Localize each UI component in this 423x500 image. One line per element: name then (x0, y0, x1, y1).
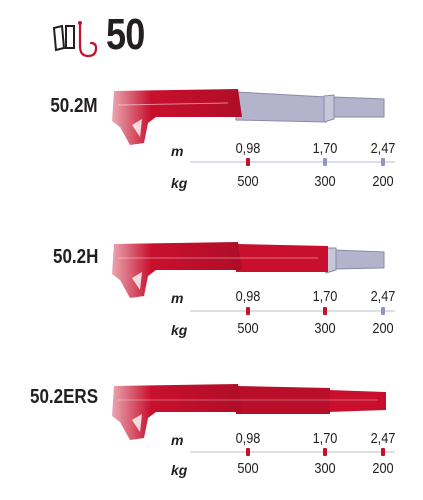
second-boom (236, 386, 330, 414)
model-number: 50 (106, 10, 145, 59)
load-value: 300 (314, 173, 336, 190)
reach-marker (323, 307, 327, 315)
reach-value: 2,47 (370, 140, 396, 157)
reach-marker (323, 158, 327, 166)
variant-block-50-2m: 50.2M m kg 0,98 1,70 2,47 500 300 200 (0, 85, 423, 205)
reach-marker (381, 158, 385, 166)
load-value: 500 (237, 173, 259, 190)
extension-tube (333, 249, 385, 270)
variant-name: 50.2M (50, 95, 98, 117)
reach-scale (190, 448, 395, 456)
extension-tube (235, 91, 327, 123)
reach-value: 0,98 (235, 288, 261, 305)
crane-boom-diagram (112, 242, 385, 298)
crane-boom-diagram (112, 384, 386, 440)
unit-label-kg: kg (171, 175, 188, 191)
unit-label-kg: kg (171, 462, 188, 478)
reach-value: 2,47 (370, 430, 396, 447)
reach-marker (323, 448, 327, 456)
load-value: 200 (372, 460, 394, 477)
reach-value: 2,47 (370, 288, 396, 305)
reach-marker (246, 307, 250, 315)
reach-value: 0,98 (235, 140, 261, 157)
reach-value: 1,70 (312, 140, 338, 157)
variant-name: 50.2H (52, 246, 98, 268)
variant-block-50-2h: 50.2H m kg 0,98 1,70 2,47 500 300 200 (0, 236, 423, 356)
header: 50 (0, 0, 423, 70)
main-boom (112, 384, 242, 440)
reach-value: 1,70 (312, 288, 338, 305)
header-icons (52, 21, 98, 58)
second-boom (236, 244, 328, 272)
unit-label-m: m (171, 432, 184, 448)
main-boom (112, 242, 242, 298)
crane-boom-diagram (112, 89, 385, 145)
reach-value: 0,98 (235, 430, 261, 447)
third-boom (328, 390, 386, 412)
unit-label-m: m (171, 290, 184, 306)
load-value: 300 (314, 320, 336, 337)
hook-icon (78, 21, 98, 58)
double-jib-extension-icon (52, 24, 75, 52)
reach-scale (190, 307, 395, 315)
extension-collar (323, 94, 335, 123)
load-value: 500 (237, 320, 259, 337)
load-value: 200 (372, 173, 394, 190)
reach-marker (381, 448, 385, 456)
unit-label-kg: kg (171, 322, 188, 338)
reach-marker (246, 448, 250, 456)
load-value: 300 (314, 460, 336, 477)
unit-label-m: m (171, 143, 184, 159)
main-boom (112, 89, 242, 145)
reach-value: 1,70 (312, 430, 338, 447)
extension-tube (332, 96, 385, 118)
load-value: 200 (372, 320, 394, 337)
variant-name: 50.2ERS (29, 386, 98, 408)
load-value: 500 (237, 460, 259, 477)
reach-marker (246, 158, 250, 166)
reach-scale (190, 158, 395, 166)
variant-block-50-2ers: 50.2ERS m kg 0,98 1,70 2,47 500 300 200 (0, 378, 423, 498)
reach-marker (381, 307, 385, 315)
